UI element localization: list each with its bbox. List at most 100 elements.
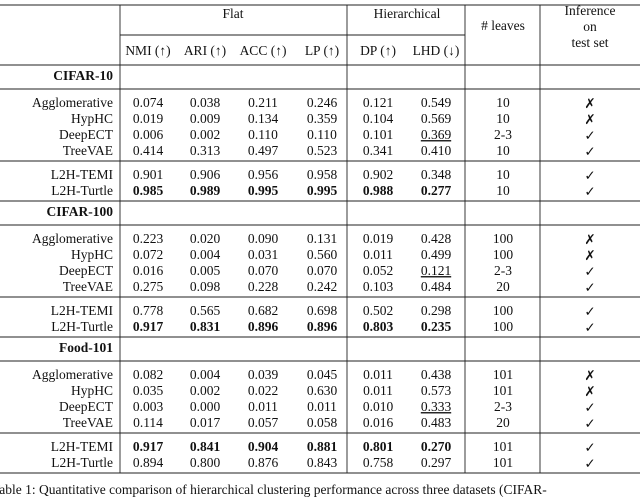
- table-cell: 0.560: [307, 247, 338, 262]
- table-cell: 0.246: [307, 95, 338, 110]
- method-name: L2H-TEMI: [51, 439, 114, 454]
- table-cell: 0.275: [133, 279, 164, 294]
- table-cell: 0.800: [190, 455, 221, 470]
- table-cell: 0.016: [133, 263, 164, 278]
- table-cell: 0.070: [307, 263, 338, 278]
- column-header: NMI (↑): [125, 43, 170, 58]
- table-cell: 0.045: [307, 367, 338, 382]
- table-cell: 0.031: [248, 247, 278, 262]
- table-cell: 0.016: [363, 415, 394, 430]
- table-cell: 2-3: [494, 263, 512, 278]
- table-cell: 0.698: [307, 303, 338, 318]
- table-cell: 0.010: [363, 399, 394, 414]
- table-cell: 0.484: [421, 279, 452, 294]
- table-cell: 101: [493, 455, 513, 470]
- table-cell: 0.414: [133, 143, 164, 158]
- table-cell: 0.778: [133, 303, 164, 318]
- inference-header: on: [583, 19, 597, 34]
- table-cell: ✓: [584, 440, 595, 456]
- table-cell: 0.902: [363, 167, 393, 182]
- method-name: TreeVAE: [63, 415, 113, 430]
- table-cell: 0.011: [363, 383, 393, 398]
- table-cell: ✓: [584, 128, 595, 144]
- table-cell: 0.004: [190, 367, 221, 382]
- column-header: LP (↑): [305, 43, 339, 58]
- table-cell: 0.894: [133, 455, 164, 470]
- table-cell: 2-3: [494, 399, 512, 414]
- table-cell: 0.019: [363, 231, 394, 246]
- table-cell: 0.017: [190, 415, 221, 430]
- method-name: L2H-Turtle: [51, 319, 113, 334]
- table-cell: 0.803: [363, 319, 394, 334]
- method-name: L2H-TEMI: [51, 303, 114, 318]
- table-cell: ✓: [584, 184, 595, 200]
- table-cell: 0.038: [190, 95, 221, 110]
- table-cell: 0.369: [421, 127, 452, 142]
- dataset-name: Food-101: [59, 340, 113, 355]
- table-cell: 0.569: [421, 111, 452, 126]
- method-name: HypHC: [71, 111, 113, 126]
- table-cell: 10: [496, 167, 510, 182]
- method-name: DeepECT: [59, 127, 114, 142]
- table-cell: 0.006: [133, 127, 164, 142]
- table-cell: 0.483: [421, 415, 452, 430]
- table-cell: 0.057: [248, 415, 279, 430]
- table-cell: 0.410: [421, 143, 452, 158]
- table-cell: 100: [493, 247, 514, 262]
- table-cell: 0.101: [363, 127, 393, 142]
- table-cell: 0.549: [421, 95, 452, 110]
- table-cell: 0.019: [133, 111, 164, 126]
- table-cell: 0.277: [421, 183, 452, 198]
- table-cell: 0.956: [248, 167, 279, 182]
- table-cell: 0.134: [248, 111, 279, 126]
- table-cell: ✗: [584, 112, 595, 128]
- table-cell: 0.082: [133, 367, 163, 382]
- table-cell: ✓: [584, 144, 595, 160]
- table-cell: 0.058: [307, 415, 338, 430]
- table-cell: ✗: [584, 248, 595, 264]
- table-cell: 0.630: [307, 383, 338, 398]
- table-cell: 0.022: [248, 383, 278, 398]
- table-cell: 0.020: [190, 231, 221, 246]
- table-cell: 100: [493, 303, 514, 318]
- leaves-header: # leaves: [481, 18, 525, 33]
- table-cell: 0.121: [421, 263, 451, 278]
- table-cell: 101: [493, 383, 513, 398]
- table-cell: 0.958: [307, 167, 338, 182]
- caption: Table 1: Quantitative comparison of hier…: [0, 482, 547, 497]
- table-cell: 0.228: [248, 279, 279, 294]
- table-cell: 0.523: [307, 143, 338, 158]
- table-cell: ✓: [584, 264, 595, 280]
- inference-header: test set: [571, 35, 608, 50]
- table-cell: 0.074: [133, 95, 164, 110]
- table-cell: ✗: [584, 232, 595, 248]
- table-cell: 0.098: [190, 279, 221, 294]
- table-cell: 0.438: [421, 367, 452, 382]
- table-cell: 0.881: [307, 439, 338, 454]
- method-name: DeepECT: [59, 399, 114, 414]
- table-cell: 20: [496, 415, 510, 430]
- dataset-name: CIFAR-100: [47, 204, 114, 219]
- table-cell: 0.995: [248, 183, 279, 198]
- method-name: Agglomerative: [32, 95, 113, 110]
- table-cell: ✓: [584, 400, 595, 416]
- table-cell: 0.497: [248, 143, 279, 158]
- table-cell: ✓: [584, 416, 595, 432]
- column-header: ARI (↑): [184, 43, 226, 58]
- method-name: L2H-Turtle: [51, 183, 113, 198]
- table-cell: ✓: [584, 168, 595, 184]
- method-name: Agglomerative: [32, 367, 113, 382]
- table-cell: 0.131: [307, 231, 337, 246]
- group-header: Hierarchical: [374, 6, 441, 21]
- table-cell: 0.988: [363, 183, 394, 198]
- table-cell: 0.298: [421, 303, 452, 318]
- table-cell: 2-3: [494, 127, 512, 142]
- table-cell: 0.011: [248, 399, 278, 414]
- table-cell: 0.242: [307, 279, 337, 294]
- table-cell: 0.573: [421, 383, 452, 398]
- table-cell: 10: [496, 111, 510, 126]
- table-cell: 0.297: [421, 455, 452, 470]
- table-cell: 10: [496, 95, 510, 110]
- table-cell: 100: [493, 231, 514, 246]
